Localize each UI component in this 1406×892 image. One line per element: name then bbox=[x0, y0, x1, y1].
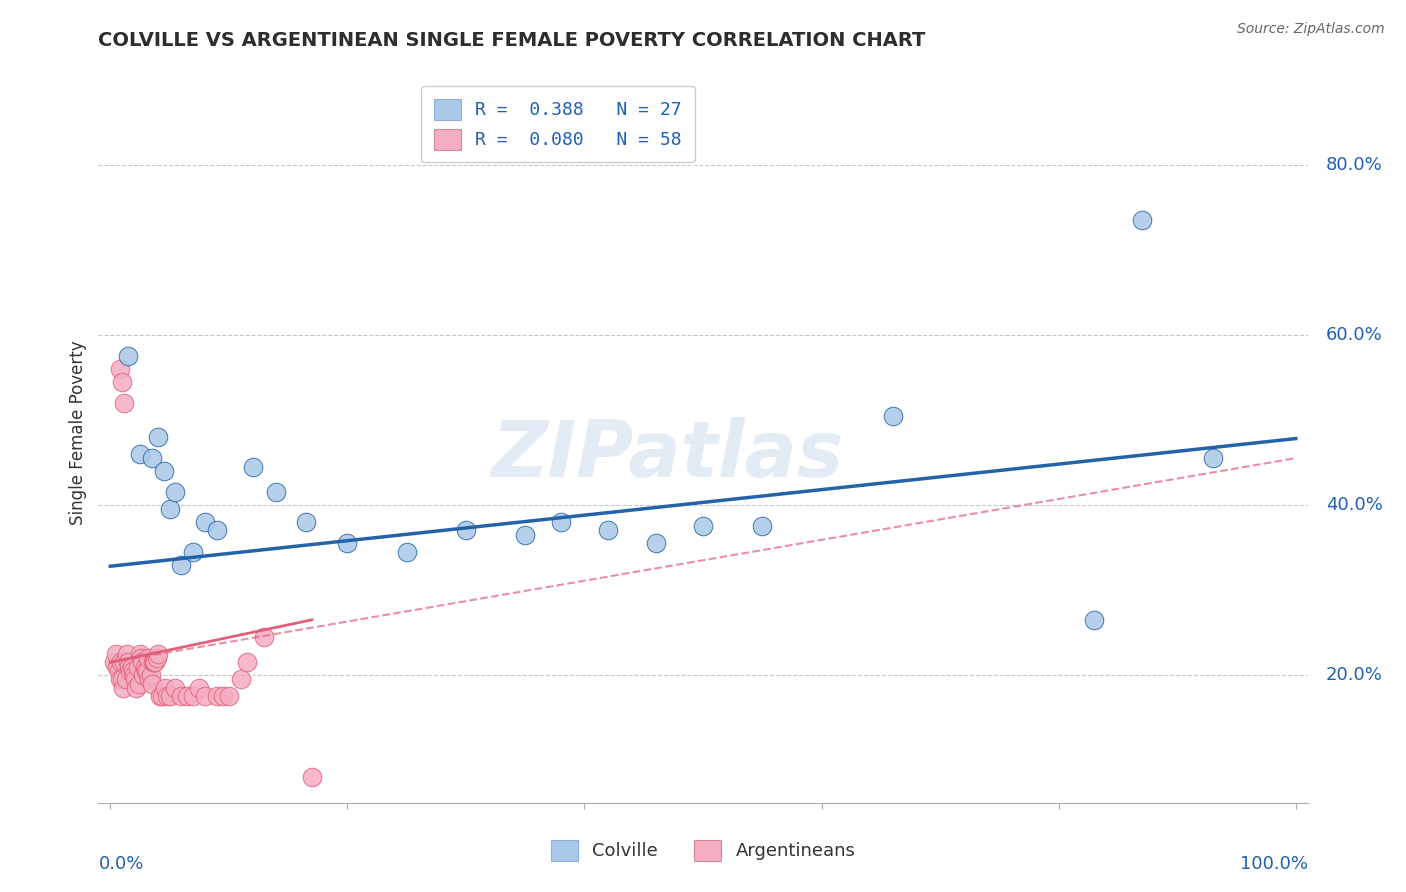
Point bbox=[117, 656, 139, 670]
Point bbox=[138, 673, 160, 687]
Point bbox=[127, 659, 149, 673]
Point bbox=[170, 690, 193, 704]
Point bbox=[1202, 451, 1225, 466]
Point bbox=[194, 690, 217, 704]
Point bbox=[218, 690, 240, 704]
Point bbox=[129, 651, 152, 665]
Point bbox=[128, 676, 150, 690]
Text: Source: ZipAtlas.com: Source: ZipAtlas.com bbox=[1237, 22, 1385, 37]
Point bbox=[205, 690, 228, 704]
Point bbox=[114, 396, 136, 410]
Point bbox=[145, 651, 167, 665]
Point bbox=[165, 485, 187, 500]
Point bbox=[142, 656, 165, 670]
Point bbox=[108, 361, 131, 376]
Point bbox=[692, 519, 714, 533]
Point bbox=[644, 536, 666, 550]
Point bbox=[301, 770, 323, 784]
Text: 40.0%: 40.0% bbox=[1326, 496, 1382, 514]
Text: 20.0%: 20.0% bbox=[1326, 666, 1382, 684]
Point bbox=[114, 656, 136, 670]
Text: ZIPatlas: ZIPatlas bbox=[491, 417, 842, 493]
Point bbox=[124, 673, 146, 687]
Text: 60.0%: 60.0% bbox=[1326, 326, 1382, 343]
Point bbox=[188, 681, 211, 695]
Point bbox=[253, 630, 276, 644]
Text: 80.0%: 80.0% bbox=[1326, 155, 1382, 174]
Point bbox=[515, 527, 537, 541]
Text: 0.0%: 0.0% bbox=[98, 855, 143, 872]
Point bbox=[181, 690, 204, 704]
Point bbox=[550, 515, 572, 529]
Point bbox=[105, 647, 128, 661]
Point bbox=[105, 659, 128, 673]
Point bbox=[111, 375, 134, 389]
Y-axis label: Single Female Poverty: Single Female Poverty bbox=[69, 341, 87, 524]
Point bbox=[129, 447, 152, 461]
Point bbox=[194, 515, 217, 529]
Point bbox=[111, 673, 134, 687]
Point bbox=[152, 464, 174, 478]
Point bbox=[146, 430, 169, 444]
Point bbox=[159, 690, 181, 704]
Point bbox=[143, 656, 166, 670]
Point bbox=[121, 659, 143, 673]
Point bbox=[336, 536, 359, 550]
Point bbox=[110, 656, 132, 670]
Point bbox=[117, 349, 139, 363]
Point bbox=[395, 545, 418, 559]
Point bbox=[146, 647, 169, 661]
Point bbox=[264, 485, 287, 500]
Point bbox=[120, 664, 142, 678]
Point bbox=[135, 664, 157, 678]
Point bbox=[139, 668, 162, 682]
Point bbox=[129, 647, 152, 661]
Point bbox=[152, 690, 174, 704]
Point bbox=[295, 515, 318, 529]
Point bbox=[115, 647, 138, 661]
Point bbox=[131, 656, 153, 670]
Point bbox=[165, 681, 187, 695]
Text: COLVILLE VS ARGENTINEAN SINGLE FEMALE POVERTY CORRELATION CHART: COLVILLE VS ARGENTINEAN SINGLE FEMALE PO… bbox=[98, 30, 925, 50]
Text: 100.0%: 100.0% bbox=[1240, 855, 1308, 872]
Point bbox=[122, 668, 145, 682]
Point bbox=[118, 659, 141, 673]
Point bbox=[454, 524, 477, 538]
Point bbox=[159, 502, 181, 516]
Point bbox=[107, 664, 129, 678]
Point bbox=[153, 681, 176, 695]
Point bbox=[141, 676, 163, 690]
Point bbox=[141, 451, 163, 466]
Point bbox=[125, 681, 148, 695]
Point bbox=[134, 659, 156, 673]
Point bbox=[143, 656, 166, 670]
Point bbox=[751, 519, 773, 533]
Point bbox=[1083, 613, 1105, 627]
Point bbox=[181, 545, 204, 559]
Point bbox=[170, 558, 193, 572]
Point bbox=[156, 690, 179, 704]
Point bbox=[132, 668, 155, 682]
Point bbox=[205, 524, 228, 538]
Point bbox=[242, 459, 264, 474]
Point bbox=[136, 664, 159, 678]
Legend: Colville, Argentineans: Colville, Argentineans bbox=[543, 832, 863, 868]
Point bbox=[114, 673, 136, 687]
Point bbox=[212, 690, 235, 704]
Point bbox=[882, 409, 904, 423]
Point bbox=[598, 524, 620, 538]
Point bbox=[136, 651, 159, 665]
Point bbox=[176, 690, 198, 704]
Point bbox=[235, 656, 257, 670]
Point bbox=[103, 656, 125, 670]
Point bbox=[121, 664, 143, 678]
Point bbox=[149, 690, 172, 704]
Point bbox=[108, 673, 131, 687]
Point bbox=[1130, 212, 1153, 227]
Point bbox=[112, 681, 135, 695]
Point bbox=[229, 673, 252, 687]
